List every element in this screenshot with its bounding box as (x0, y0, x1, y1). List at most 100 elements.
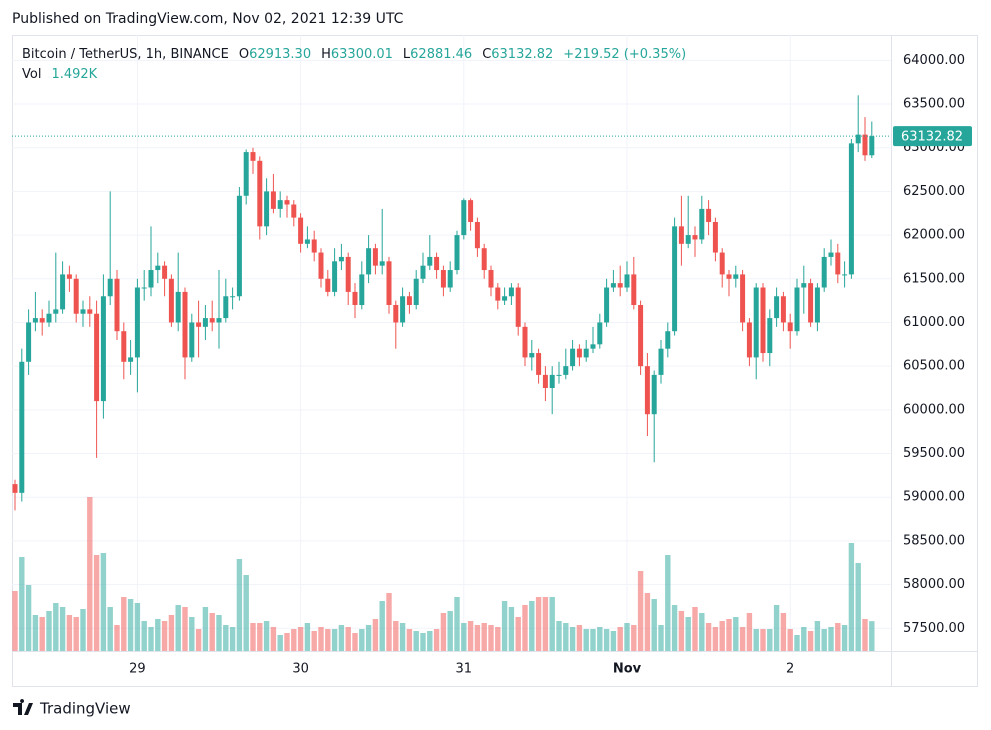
candle-body (434, 256, 440, 271)
candle-body (563, 366, 569, 375)
candle-body (182, 291, 188, 358)
y-tick-label: 64000.00 (903, 53, 965, 68)
candle-body (80, 309, 86, 314)
volume-bar (243, 575, 249, 651)
volume-legend: Vol 1.492K (22, 67, 98, 82)
candle-body (678, 226, 684, 244)
volume-bar (229, 627, 236, 651)
candle-body (631, 274, 637, 305)
volume-bars (12, 497, 875, 651)
volume-bar (637, 571, 644, 651)
candle-body (291, 204, 297, 218)
candle-body (128, 357, 134, 362)
candle-body (53, 309, 59, 314)
candle-body (345, 256, 351, 292)
volume-bar (406, 629, 413, 651)
candle-body (236, 195, 242, 297)
volume-bar (508, 607, 515, 651)
candle-body (733, 274, 739, 279)
y-tick-label: 58500.00 (903, 533, 965, 548)
candle-body (767, 318, 773, 354)
candle-body (66, 274, 72, 279)
volume-bar (678, 611, 685, 651)
candle-body (774, 296, 780, 319)
volume-bar (467, 621, 474, 651)
candle-body (440, 270, 446, 288)
volume-bar (563, 623, 569, 651)
y-tick-label: 60500.00 (903, 359, 965, 374)
volume-bar (787, 629, 793, 651)
candle-body (488, 270, 494, 288)
volume-bar (155, 619, 161, 651)
volume-bar (705, 623, 712, 651)
volume-bar (760, 629, 766, 651)
candle-body (685, 235, 691, 244)
volume-bar (869, 621, 875, 651)
volume-bar (114, 625, 120, 651)
candle-body (481, 248, 487, 271)
volume-bar (87, 497, 93, 651)
volume-bar (692, 607, 698, 651)
y-tick-label: 59500.00 (903, 446, 965, 461)
candle-body (794, 287, 800, 332)
candle-body (624, 274, 630, 288)
volume-bar (556, 621, 562, 651)
candle-body (529, 353, 535, 358)
candle-body (699, 208, 705, 240)
legend-high: 63300.01 (331, 47, 393, 62)
volume-bar (134, 603, 141, 651)
candle-body (808, 283, 814, 323)
candle-body (196, 322, 202, 327)
candle-body (638, 304, 644, 367)
candle-body (230, 296, 236, 298)
candle-body (556, 374, 562, 376)
candle-body (468, 200, 474, 222)
volume-bar (488, 625, 494, 651)
volume-bar (297, 627, 304, 651)
candle-body (753, 287, 759, 358)
volume-bar (501, 601, 508, 651)
volume-bar (433, 629, 440, 651)
legend-close-label: C (482, 47, 491, 62)
candle-body (665, 331, 671, 349)
candle-body (19, 361, 25, 493)
volume-bar (535, 597, 542, 651)
volume-bar (828, 627, 834, 651)
candle-body (760, 287, 766, 354)
volume-bar (291, 629, 297, 651)
candle-body (542, 374, 548, 388)
volume-bar (447, 611, 453, 651)
candle-body (32, 318, 38, 323)
volume-bar (835, 623, 841, 651)
candle-body (474, 221, 480, 249)
candle-body (597, 322, 603, 345)
volume-bar (182, 607, 188, 651)
candle-body (26, 322, 32, 362)
candle-body (692, 235, 698, 240)
volume-bar (141, 621, 147, 651)
candle-body (787, 322, 793, 332)
candles (12, 95, 875, 511)
legend-symbol: Bitcoin / TetherUS, 1h, BINANCE (22, 47, 229, 62)
volume-bar (814, 621, 821, 651)
y-tick-label: 58000.00 (903, 577, 965, 592)
candle-body (114, 278, 120, 332)
candle-body (141, 287, 147, 289)
volume-bar (726, 619, 732, 651)
candle-body (855, 134, 861, 144)
candle-body (87, 309, 93, 314)
volume-bar (93, 555, 100, 651)
volume-bar (454, 597, 460, 651)
volume-bar (379, 601, 385, 651)
volume-bar (733, 617, 739, 651)
volume-bar (250, 623, 256, 651)
volume-bar (719, 621, 725, 651)
candle-body (325, 278, 331, 292)
candle-body (522, 326, 528, 358)
candle-body (366, 248, 372, 275)
candle-body (134, 287, 140, 358)
volume-bar (209, 613, 215, 651)
candle-body (651, 374, 657, 415)
candle-body (549, 374, 555, 388)
volume-bar (352, 633, 358, 651)
